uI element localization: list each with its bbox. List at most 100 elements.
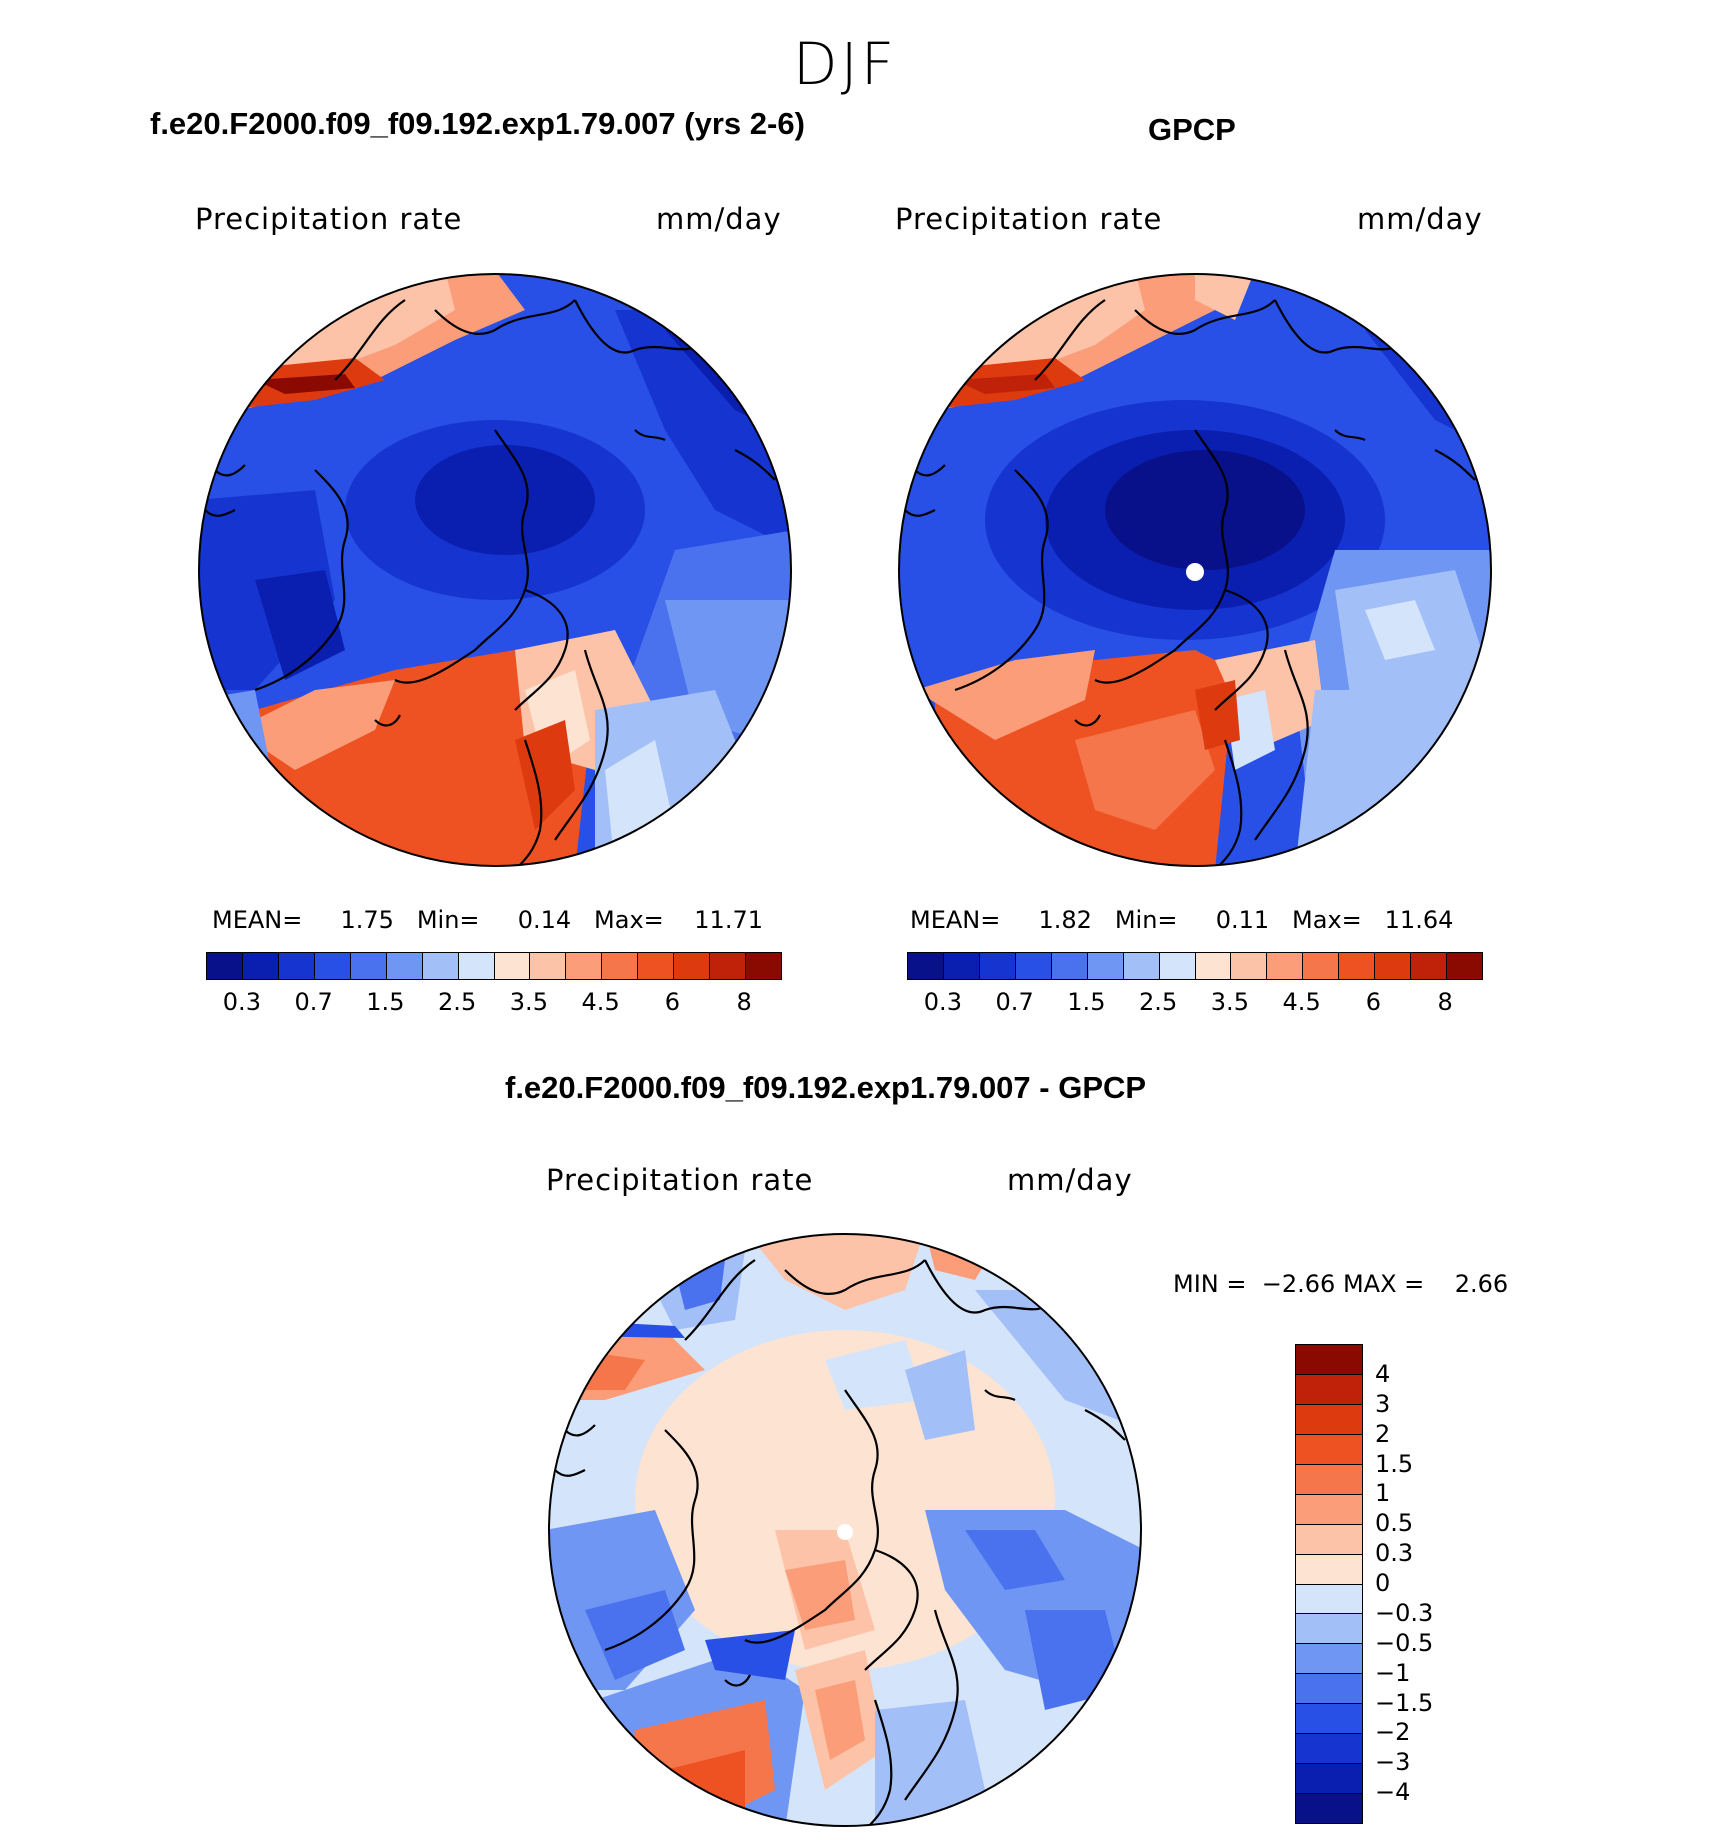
panel1-colorbar-tick-label: 2.5 [438,988,477,1016]
panel2-colorbar-tick-label: 3.5 [1210,988,1249,1016]
panel2-colorbar-tick-label: 2.5 [1139,988,1178,1016]
panel2-colorbar [907,952,1483,980]
panel3-colorbar-swatch [1296,1764,1362,1795]
panel2-colorbar-swatch [1051,953,1088,979]
panel3-polar-map [548,1233,1142,1827]
panel1-colorbar-swatch [242,953,279,979]
panel1-colorbar-swatch [530,953,567,979]
panel1-colorbar-ticks: 0.3 0.7 1.5 2.5 3.5 4.5 6 8 [206,988,780,1018]
panel2-colorbar-tick-label: 0.7 [995,988,1034,1016]
panel1-colorbar-swatch [278,953,315,979]
panel3-colorbar-swatch [1296,1674,1362,1705]
panel3-colorbar-tick-label: −4 [1375,1778,1411,1807]
panel3-stats: MIN = −2.66 MAX = 2.66 [1173,1270,1508,1298]
panel3-colorbar-swatch [1296,1584,1362,1615]
panel3-colorbar-swatch [1296,1734,1362,1765]
panel1-colorbar-tick-label: 6 [664,988,681,1016]
panel1-colorbar-tick-label: 0.7 [294,988,333,1016]
panel2-colorbar-swatch [1231,953,1268,979]
panel3-colorbar-ticks: 4 3 2 1.5 1 0.5 0.3 0 −0.3 −0.5 −1 −1.5 −2 −3 −4 [1375,1344,1495,1822]
panel2-colorbar-tick-label: 4.5 [1282,988,1321,1016]
panel3-colorbar-swatch [1296,1554,1362,1585]
panel2-colorbar-swatch [1015,953,1052,979]
panel3-colorbar-tick-label: 2 [1375,1419,1391,1448]
panel1-colorbar-swatch [710,953,747,979]
panel2-colorbar-tick-label: 8 [1437,988,1453,1016]
panel1-colorbar-swatch [566,953,603,979]
panel2-max-value: 11.64 [1384,906,1454,934]
panel2-min-label: Min= [1114,906,1178,934]
panel2-colorbar-swatch [1123,953,1160,979]
panel1-colorbar-swatch [602,953,639,979]
panel2-colorbar-swatch [1159,953,1196,979]
panel1-colorbar-swatch [314,953,351,979]
panel1-colorbar-swatch [207,953,243,979]
panel1-mean-value: 1.75 [340,906,394,934]
panel2-variable-label: Precipitation rate [895,202,1163,236]
panel1-colorbar-swatch [674,953,711,979]
panel3-colorbar-tick-label: −0.3 [1375,1598,1434,1627]
panel3-units-label: mm/day [1007,1163,1133,1197]
panel1-stats: MEAN= 1.75 Min= 0.14 Max= 11.71 [212,906,763,934]
panel2-min-value: 0.11 [1215,906,1270,934]
panel2-colorbar-swatch [1339,953,1376,979]
panel3-colorbar-tick-label: 4 [1375,1359,1391,1388]
panel3-colorbar-swatch [1296,1404,1362,1435]
panel1-colorbar-swatch [638,953,675,979]
panel1-colorbar-tick-label: 8 [736,988,752,1016]
panel2-title: GPCP [1148,112,1236,147]
panel3-colorbar-swatch [1296,1374,1362,1405]
panel3-colorbar-swatch [1296,1464,1362,1495]
panel3-colorbar-tick-label: 3 [1375,1389,1391,1418]
panel3-colorbar-swatch [1296,1345,1362,1375]
panel1-colorbar [206,952,782,980]
panel1-mean-label: MEAN= [212,906,303,934]
panel1-min-label: Min= [416,906,480,934]
panel3-max-label: MAX = [1342,1270,1425,1298]
panel1-colorbar-tick-label: 1.5 [366,988,405,1016]
panel2-colorbar-swatch [1447,953,1482,979]
panel3-colorbar-swatch [1296,1494,1362,1525]
panel1-variable-label: Precipitation rate [195,202,463,236]
panel1-colorbar-swatch [494,953,531,979]
panel3-colorbar-tick-label: 1 [1375,1479,1391,1508]
panel2-colorbar-swatch [943,953,980,979]
panel1-max-label: Max= [594,906,664,934]
panel3-colorbar-tick-label: −0.5 [1375,1628,1434,1657]
panel1-polar-map [198,273,792,867]
panel1-colorbar-tick-label: 3.5 [509,988,548,1016]
panel3-min-label: MIN = [1173,1270,1247,1298]
panel3-max-value: 2.66 [1454,1270,1509,1298]
panel3-title: f.e20.F2000.f09_f09.192.exp1.79.007 - GP… [505,1070,1147,1105]
panel1-colorbar-swatch [746,953,781,979]
panel2-colorbar-swatch [1195,953,1232,979]
panel1-colorbar-swatch [458,953,495,979]
panel1-max-value: 11.71 [694,906,763,934]
panel2-colorbar-tick-label: 1.5 [1067,988,1106,1016]
season-title: DJF [792,30,898,98]
panel2-mean-value: 1.82 [1038,906,1092,934]
panel2-colorbar-swatch [979,953,1016,979]
panel3-colorbar-tick-label: −3 [1375,1748,1411,1777]
panel2-colorbar-swatch [1267,953,1304,979]
panel1-colorbar-swatch [422,953,459,979]
panel3-colorbar-swatch [1296,1614,1362,1645]
panel3-colorbar-tick-label: 1.5 [1375,1449,1414,1478]
panel2-units-label: mm/day [1357,202,1483,236]
panel3-colorbar-swatch [1296,1794,1362,1823]
panel3-colorbar [1295,1344,1363,1824]
panel3-colorbar-tick-label: −2 [1375,1718,1411,1747]
panel2-colorbar-swatch [1303,953,1340,979]
panel1-colorbar-tick-label: 4.5 [581,988,620,1016]
panel1-min-value: 0.14 [517,906,572,934]
panel3-variable-label: Precipitation rate [546,1163,814,1197]
panel3-colorbar-tick-label: 0.3 [1375,1539,1414,1568]
panel1-units-label: mm/day [656,202,782,236]
panel3-colorbar-tick-label: 0.5 [1375,1509,1414,1538]
panel3-min-value: −2.66 [1261,1270,1336,1298]
panel2-polar-map [898,273,1492,867]
panel2-colorbar-swatch [1411,953,1448,979]
panel1-colorbar-tick-label: 0.3 [222,988,261,1016]
panel3-colorbar-tick-label: −1.5 [1375,1688,1434,1717]
panel2-max-label: Max= [1292,906,1362,934]
